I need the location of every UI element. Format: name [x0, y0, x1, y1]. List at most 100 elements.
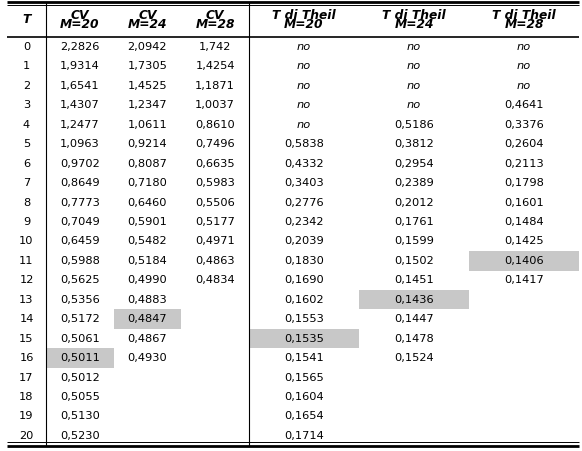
- Text: 0,4863: 0,4863: [196, 256, 235, 266]
- Text: M=24: M=24: [394, 18, 434, 31]
- Text: 0,1524: 0,1524: [394, 353, 434, 363]
- Text: 0,5011: 0,5011: [60, 353, 100, 363]
- Text: T: T: [22, 13, 31, 26]
- Text: 0,5184: 0,5184: [127, 256, 167, 266]
- Text: 0,1406: 0,1406: [504, 256, 544, 266]
- Text: 0,1502: 0,1502: [394, 256, 434, 266]
- Text: no: no: [297, 42, 311, 52]
- Text: 0,4930: 0,4930: [127, 353, 167, 363]
- Text: M=20: M=20: [60, 18, 100, 31]
- Bar: [359, 290, 469, 309]
- Text: 0,5186: 0,5186: [394, 120, 434, 130]
- Text: M=20: M=20: [284, 18, 324, 31]
- Text: 0,9214: 0,9214: [127, 139, 167, 149]
- Text: 0,2342: 0,2342: [284, 217, 324, 227]
- Text: no: no: [407, 61, 421, 71]
- Text: CV: CV: [138, 9, 157, 22]
- Text: 0,7180: 0,7180: [127, 178, 168, 188]
- Text: 1,6541: 1,6541: [60, 81, 100, 91]
- Text: 0,1604: 0,1604: [284, 392, 324, 402]
- Text: 0,3376: 0,3376: [504, 120, 544, 130]
- Text: no: no: [297, 100, 311, 110]
- Text: 11: 11: [19, 256, 34, 266]
- Text: 0,1447: 0,1447: [394, 314, 434, 324]
- Text: 0,5901: 0,5901: [127, 217, 168, 227]
- Text: no: no: [517, 61, 531, 71]
- Text: 0,5130: 0,5130: [60, 411, 100, 421]
- Text: 0,7773: 0,7773: [60, 198, 100, 207]
- Text: M=28: M=28: [196, 18, 235, 31]
- Text: 7: 7: [23, 178, 30, 188]
- Text: 0,1714: 0,1714: [284, 431, 324, 441]
- Text: 4: 4: [23, 120, 30, 130]
- Text: 1,742: 1,742: [199, 42, 231, 52]
- Text: M=28: M=28: [505, 18, 544, 31]
- Text: 0,1553: 0,1553: [284, 314, 324, 324]
- Text: no: no: [407, 42, 421, 52]
- Text: 8: 8: [23, 198, 30, 207]
- Text: 0,1417: 0,1417: [504, 275, 544, 285]
- Text: 0,5983: 0,5983: [195, 178, 235, 188]
- Text: M=24: M=24: [127, 18, 167, 31]
- Text: 0,1451: 0,1451: [394, 275, 434, 285]
- Text: 18: 18: [19, 392, 34, 402]
- Text: 0,1535: 0,1535: [284, 334, 324, 344]
- Text: 0,4990: 0,4990: [127, 275, 167, 285]
- Text: 0,1654: 0,1654: [284, 411, 324, 421]
- Text: 1,4307: 1,4307: [60, 100, 100, 110]
- Text: T di Theil: T di Theil: [272, 9, 336, 22]
- Text: 0,1436: 0,1436: [394, 295, 434, 305]
- Text: 1,0963: 1,0963: [60, 139, 100, 149]
- Text: no: no: [297, 81, 311, 91]
- Text: no: no: [297, 61, 311, 71]
- Text: no: no: [407, 100, 421, 110]
- Text: 0,4834: 0,4834: [196, 275, 235, 285]
- Text: 0,9702: 0,9702: [60, 159, 100, 169]
- Text: 17: 17: [19, 373, 34, 382]
- Text: 12: 12: [19, 275, 34, 285]
- Text: 0,5177: 0,5177: [195, 217, 235, 227]
- Text: 1,4254: 1,4254: [196, 61, 235, 71]
- Text: 0,1565: 0,1565: [284, 373, 324, 382]
- Text: 0,4641: 0,4641: [505, 100, 544, 110]
- Text: 0,5356: 0,5356: [60, 295, 100, 305]
- Text: 1,2477: 1,2477: [60, 120, 100, 130]
- Text: 0,2113: 0,2113: [504, 159, 544, 169]
- Text: 2,0942: 2,0942: [127, 42, 167, 52]
- Text: 1,1871: 1,1871: [195, 81, 235, 91]
- Text: 0,4867: 0,4867: [127, 334, 167, 344]
- Text: 0,6459: 0,6459: [60, 236, 100, 246]
- Text: 0,2954: 0,2954: [394, 159, 434, 169]
- Text: 0: 0: [23, 42, 30, 52]
- Text: 0,1484: 0,1484: [504, 217, 544, 227]
- Text: T di Theil: T di Theil: [382, 9, 446, 22]
- Text: 0,8087: 0,8087: [127, 159, 168, 169]
- Text: 1,7305: 1,7305: [127, 61, 168, 71]
- Text: 1: 1: [23, 61, 30, 71]
- Bar: [46, 348, 113, 368]
- Text: 0,1599: 0,1599: [394, 236, 434, 246]
- Text: 0,6635: 0,6635: [196, 159, 235, 169]
- Text: 0,1601: 0,1601: [504, 198, 544, 207]
- Text: 10: 10: [19, 236, 34, 246]
- Text: 0,5012: 0,5012: [60, 373, 100, 382]
- Text: 0,5230: 0,5230: [60, 431, 100, 441]
- Text: T di Theil: T di Theil: [492, 9, 556, 22]
- Text: no: no: [517, 42, 531, 52]
- Text: 0,5506: 0,5506: [195, 198, 235, 207]
- Text: 16: 16: [19, 353, 34, 363]
- Text: 0,5061: 0,5061: [60, 334, 100, 344]
- Text: 0,1690: 0,1690: [284, 275, 324, 285]
- Text: 0,6460: 0,6460: [127, 198, 167, 207]
- Text: 0,5625: 0,5625: [60, 275, 100, 285]
- Text: 3: 3: [23, 100, 30, 110]
- Text: CV: CV: [70, 9, 89, 22]
- Text: 0,1602: 0,1602: [284, 295, 324, 305]
- Text: 0,7496: 0,7496: [196, 139, 235, 149]
- Bar: [469, 251, 579, 271]
- Text: 0,2776: 0,2776: [284, 198, 324, 207]
- Text: 0,1798: 0,1798: [504, 178, 544, 188]
- Text: 0,4332: 0,4332: [284, 159, 324, 169]
- Text: 0,2604: 0,2604: [505, 139, 544, 149]
- Text: 2: 2: [23, 81, 30, 91]
